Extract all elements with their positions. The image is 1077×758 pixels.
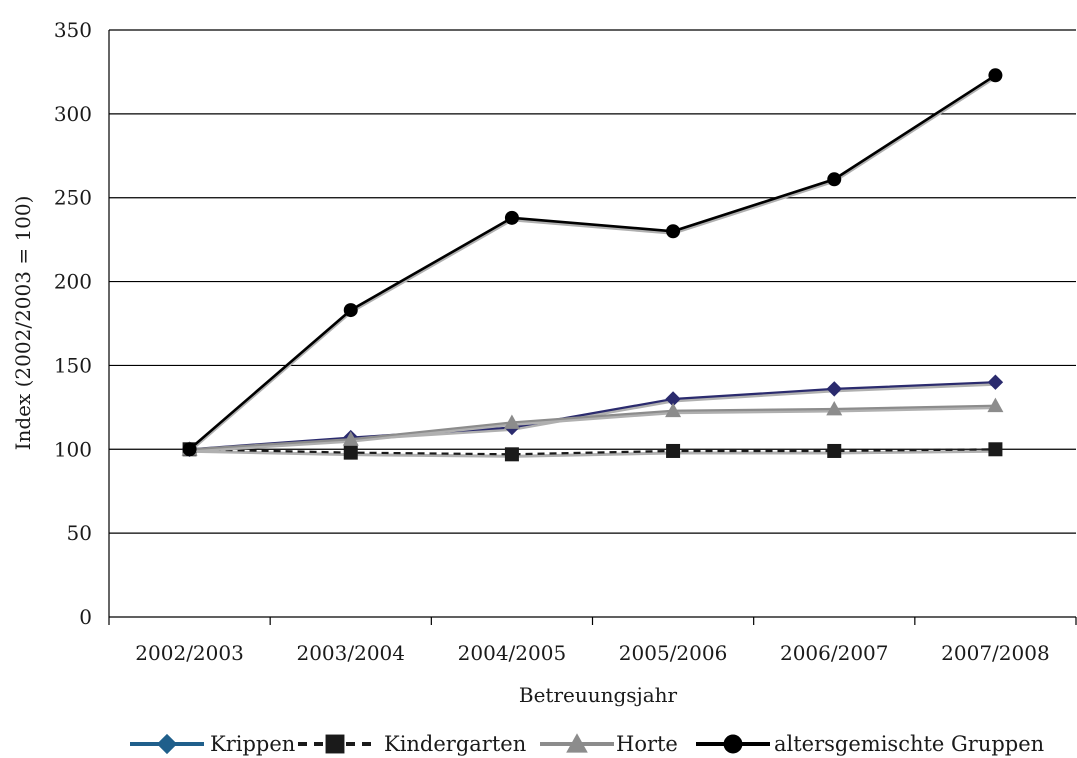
data-point [666, 443, 681, 458]
legend-label: altersgemischte Gruppen [774, 732, 1044, 756]
data-point [827, 443, 842, 458]
grid-lines [109, 29, 1076, 534]
y-tick-label: 250 [54, 186, 92, 210]
x-tick-label: 2002/2003 [135, 641, 244, 665]
y-tick-label: 300 [54, 102, 92, 126]
x-tick-label: 2007/2008 [941, 641, 1050, 665]
x-axis: 2002/2003 2003/2004 2004/2005 2005/2006 2006… [108, 30, 1077, 665]
legend-marker [566, 733, 588, 753]
series-line [189, 381, 996, 451]
data-point [987, 397, 1004, 413]
y-tick-label: 150 [54, 353, 92, 377]
series-shadow [189, 449, 996, 458]
data-point [666, 224, 681, 239]
series-horte [181, 397, 1004, 456]
y-tick-label: 100 [54, 437, 92, 461]
y-tick-label: 350 [54, 18, 92, 42]
y-axis-label: Index (2002/2003 = 100) [11, 196, 35, 451]
y-axis-ticks: 0 50 100 150 200 250 300 350 [54, 18, 92, 629]
data-point [988, 442, 1003, 457]
legend-item: Kindergarten [298, 732, 526, 756]
y-tick-label: 0 [79, 605, 92, 629]
legend-item: altersgemischte Gruppen [696, 732, 1044, 756]
legend-item: Horte [540, 732, 678, 756]
y-tick-label: 200 [54, 270, 92, 294]
legend: Krippen Kindergarten Horte altersgemischte … [130, 732, 1044, 756]
series-shadow [188, 76, 997, 453]
data-point [504, 447, 519, 462]
data-point [343, 303, 358, 318]
series-line [188, 74, 997, 451]
data-point [826, 401, 843, 416]
series-kindergarten [182, 442, 1003, 462]
x-axis-label: Betreuungsjahr [519, 683, 678, 707]
data-point [987, 374, 1004, 390]
data-point [182, 442, 197, 457]
data-point [827, 172, 842, 187]
legend-marker [156, 733, 178, 755]
series-group [181, 68, 1004, 462]
data-point [503, 414, 520, 429]
x-tick-label: 2006/2007 [780, 641, 889, 665]
data-point [826, 381, 842, 397]
data-point [343, 445, 358, 460]
data-point [342, 431, 359, 446]
x-tick-label: 2003/2004 [296, 641, 405, 665]
legend-item: Krippen [130, 732, 295, 756]
legend-marker [723, 734, 743, 754]
x-tick-label: 2004/2005 [458, 641, 567, 665]
y-tick-label: 50 [67, 521, 92, 545]
series-line [189, 448, 996, 456]
data-point [665, 402, 682, 418]
data-point [988, 68, 1003, 83]
legend-label: Kindergarten [384, 732, 526, 756]
series-shadow [189, 406, 996, 453]
series-line [189, 404, 996, 451]
legend-marker [325, 734, 345, 754]
legend-label: Krippen [210, 732, 295, 756]
x-tick-label: 2005/2006 [619, 641, 728, 665]
legend-label: Horte [616, 732, 678, 756]
data-point [504, 210, 519, 225]
series-altersgemischte-gruppen [182, 68, 1003, 457]
